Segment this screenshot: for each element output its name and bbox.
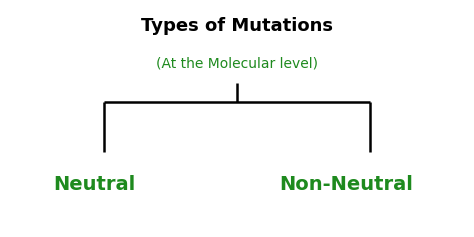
Text: Non-Neutral: Non-Neutral (279, 175, 413, 194)
Text: (At the Molecular level): (At the Molecular level) (156, 57, 318, 71)
Text: Types of Mutations: Types of Mutations (141, 17, 333, 35)
Text: Neutral: Neutral (54, 175, 136, 194)
